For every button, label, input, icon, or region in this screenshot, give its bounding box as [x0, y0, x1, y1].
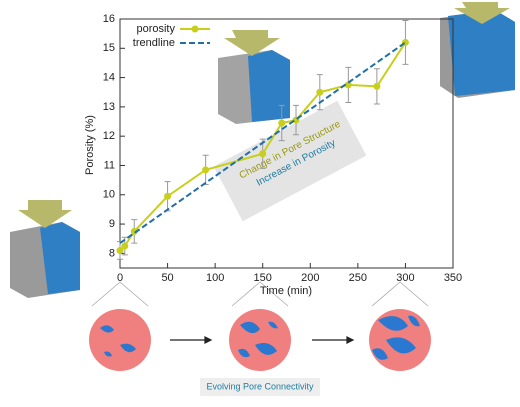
x-tick-label: 250 [349, 272, 367, 284]
data-point [202, 166, 210, 174]
y-tick-label: 13 [103, 101, 115, 113]
trendline [119, 41, 407, 244]
x-tick-label: 0 [117, 272, 123, 284]
x-tick-label: 200 [301, 272, 319, 284]
y-tick-label: 15 [103, 42, 115, 54]
x-tick-label: 150 [254, 272, 272, 284]
pore-section-1 [89, 309, 151, 371]
zoom-lines [91, 281, 429, 307]
annotation-box [213, 100, 367, 222]
y-tick-label: 14 [103, 71, 115, 83]
y-tick-label: 16 [103, 13, 115, 25]
pore-section-3 [369, 309, 431, 371]
y-tick-label: 10 [103, 189, 115, 201]
data-point [121, 242, 129, 250]
data-point [259, 150, 267, 158]
data-point [164, 192, 172, 200]
sample-render-mid [218, 30, 290, 124]
legend-marker [191, 25, 199, 33]
flow-arrows [170, 336, 355, 344]
y-axis-label: Porosity (%) [84, 115, 96, 175]
caption-box [200, 378, 320, 396]
x-tick-label: 100 [206, 272, 224, 284]
data-point [316, 88, 324, 96]
data-point [116, 246, 124, 254]
pore-section-2 [229, 309, 291, 371]
data-point [344, 81, 352, 89]
data-point [130, 227, 138, 235]
legend-label: porosity [136, 23, 175, 35]
caption: Evolving Pore Connectivity [206, 381, 314, 391]
y-tick-label: 12 [103, 130, 115, 142]
y-tick-label: 8 [109, 247, 115, 259]
x-tick-label: 300 [396, 272, 414, 284]
y-tick-label: 9 [109, 218, 115, 230]
x-axis-label: Time (min) [260, 285, 312, 297]
data-point [278, 119, 286, 127]
data-point [373, 82, 381, 90]
y-tick-label: 11 [104, 159, 115, 171]
sample-render-final [440, 2, 515, 98]
x-tick-label: 350 [444, 272, 462, 284]
plot-frame [119, 18, 454, 269]
x-tick-label: 50 [161, 272, 173, 284]
legend-label: trendline [133, 37, 175, 49]
sample-render-initial [10, 200, 80, 298]
